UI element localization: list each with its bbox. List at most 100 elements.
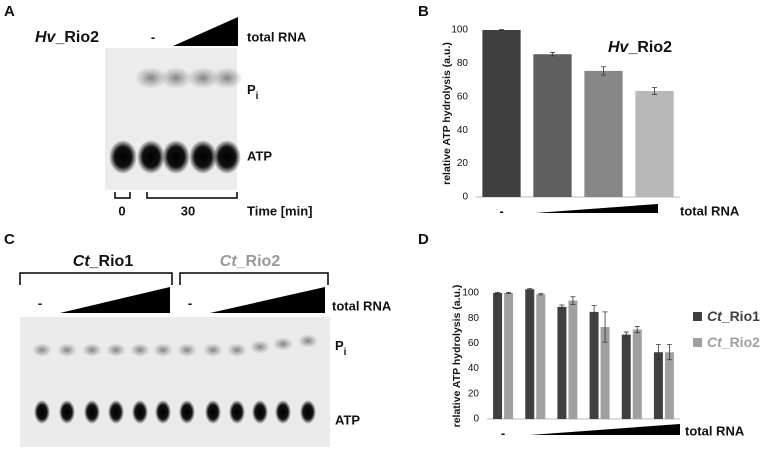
bar: [482, 30, 521, 197]
treatment-label: total RNA: [247, 29, 307, 44]
bar: [533, 54, 572, 198]
error-bar: [495, 291, 501, 295]
gel-band: [229, 400, 245, 424]
wedge: [173, 17, 238, 46]
gel-band: [32, 343, 52, 357]
gel-band: [298, 334, 318, 348]
gel-band: [162, 140, 190, 174]
panel-label: D: [418, 231, 429, 248]
y-tick-label: 40: [468, 363, 480, 374]
x-axis-label: total RNA: [685, 423, 745, 438]
gel-band: [130, 343, 150, 357]
panel-title: Hv_Rio2: [35, 29, 99, 46]
gel-band: [177, 343, 197, 357]
gel-band: [300, 400, 316, 424]
error-bar: [570, 296, 576, 305]
y-tick-label: 100: [462, 288, 479, 299]
gel-band: [108, 400, 124, 424]
y-axis-label: relative ATP hydrolysis (a.u.): [451, 285, 463, 428]
gel-band: [84, 400, 100, 424]
error-bar: [601, 66, 606, 76]
y-axis-label: relative ATP hydrolysis (a.u.): [441, 42, 453, 185]
y-tick-label: 80: [457, 58, 469, 69]
legend-label: Ct_Rio1: [707, 308, 760, 324]
bar: [600, 327, 610, 419]
gel-band: [106, 343, 126, 357]
time-axis-label: Time [min]: [247, 203, 313, 218]
panel-title: Ct_Rio2: [220, 253, 281, 270]
bar: [653, 352, 663, 419]
error-bar: [538, 293, 544, 296]
bracket: [19, 272, 329, 285]
gel-band: [275, 400, 291, 424]
error-bar: [591, 305, 597, 319]
gel-band: [34, 400, 50, 424]
gel-band: [273, 337, 293, 351]
minus-label: -: [38, 295, 42, 310]
y-tick-label: 60: [468, 338, 480, 349]
bracket: [114, 192, 238, 199]
gel-band: [132, 400, 148, 424]
y-tick-label: 100: [451, 25, 468, 36]
error-bar: [527, 288, 533, 291]
panel-label: A: [4, 3, 15, 20]
error-bar: [655, 344, 661, 361]
panel-title: Ct_Rio1: [73, 253, 134, 270]
gel-band: [82, 343, 102, 357]
legend-swatch: [693, 338, 702, 347]
x-tick-label: -: [501, 425, 505, 440]
bar: [536, 294, 546, 419]
gel-band: [203, 343, 223, 357]
bar: [493, 293, 503, 419]
y-tick-label: 20: [457, 158, 469, 169]
gel-band: [213, 140, 241, 174]
wedge: [530, 424, 680, 435]
panel-label: C: [4, 231, 15, 248]
error-bar: [666, 344, 672, 361]
bar: [504, 293, 514, 419]
gel-band: [252, 400, 268, 424]
bar: [664, 352, 674, 419]
gel-band: [250, 340, 270, 354]
chart-title: Hv_Rio2: [608, 39, 672, 56]
gel-band: [155, 400, 171, 424]
legend-label: Ct_Rio2: [707, 334, 760, 350]
gel-band: [135, 67, 167, 89]
time-label: 30: [181, 203, 195, 218]
gel-band: [189, 140, 217, 174]
bar: [584, 70, 623, 197]
y-tick-label: 80: [468, 313, 480, 324]
bar: [635, 90, 674, 197]
bar: [621, 334, 631, 419]
gel-band: [179, 400, 195, 424]
y-tick-label: 60: [457, 91, 469, 102]
pi-label: Pi: [335, 338, 347, 358]
atp-label: ATP: [247, 148, 272, 163]
gel-band: [57, 343, 77, 357]
y-tick-label: 20: [468, 388, 480, 399]
x-tick-label: -: [499, 203, 503, 218]
wedge: [210, 287, 325, 313]
y-tick-label: 0: [473, 414, 479, 425]
bar: [568, 300, 578, 419]
gel-band: [137, 140, 165, 174]
gel-band: [205, 400, 221, 424]
error-bar: [506, 291, 512, 295]
wedge: [535, 204, 658, 213]
gel-band: [109, 140, 137, 174]
error-bar: [623, 331, 629, 338]
minus-label: -: [151, 29, 155, 44]
error-bar: [550, 52, 555, 57]
time-label: 0: [118, 203, 125, 218]
error-bar: [652, 87, 657, 95]
treatment-label: total RNA: [332, 298, 392, 313]
x-axis-label: total RNA: [680, 203, 740, 218]
wedge: [60, 287, 170, 313]
legend-swatch: [693, 312, 702, 321]
error-bar: [499, 29, 504, 31]
pi-label: Pi: [247, 82, 259, 102]
error-bar: [602, 311, 608, 343]
y-tick-label: 0: [462, 192, 468, 203]
gel-image: [20, 317, 330, 447]
